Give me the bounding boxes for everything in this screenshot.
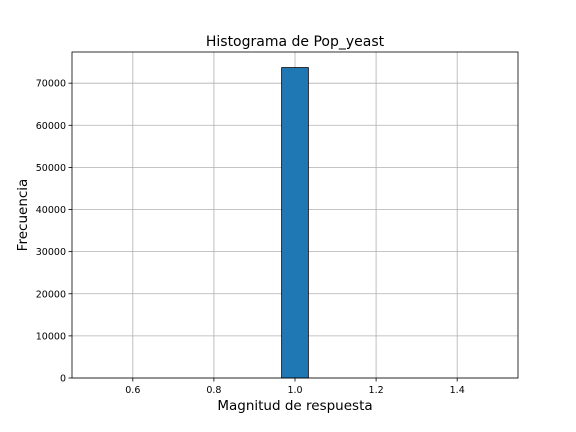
x-tick-label: 0.6 <box>125 385 140 396</box>
y-tick-label: 50000 <box>36 163 66 174</box>
bars-layer <box>281 67 309 379</box>
y-tick-label: 30000 <box>36 247 66 258</box>
y-tick-label: 10000 <box>36 331 66 342</box>
y-tick-label: 20000 <box>36 289 66 300</box>
histogram-bar <box>281 67 309 379</box>
x-tick-label: 0.8 <box>206 385 221 396</box>
x-tick-label: 1.4 <box>450 385 465 396</box>
x-tick-label: 1.2 <box>369 385 384 396</box>
y-tick-label: 60000 <box>36 121 66 132</box>
y-tick-label: 70000 <box>36 79 66 90</box>
y-tick-label: 0 <box>60 374 66 385</box>
x-tick-label: 1.0 <box>287 385 302 396</box>
y-tick-label: 40000 <box>36 205 66 216</box>
chart-title: Histograma de Pop_yeast <box>206 34 385 50</box>
x-axis-label: Magnitud de respuesta <box>217 398 372 414</box>
y-axis-label: Frecuencia <box>15 179 31 252</box>
ticks-layer: 0.6 0.8 1.0 1.2 1.4 0 10000 20000 30000 40000 5000… <box>36 79 465 396</box>
